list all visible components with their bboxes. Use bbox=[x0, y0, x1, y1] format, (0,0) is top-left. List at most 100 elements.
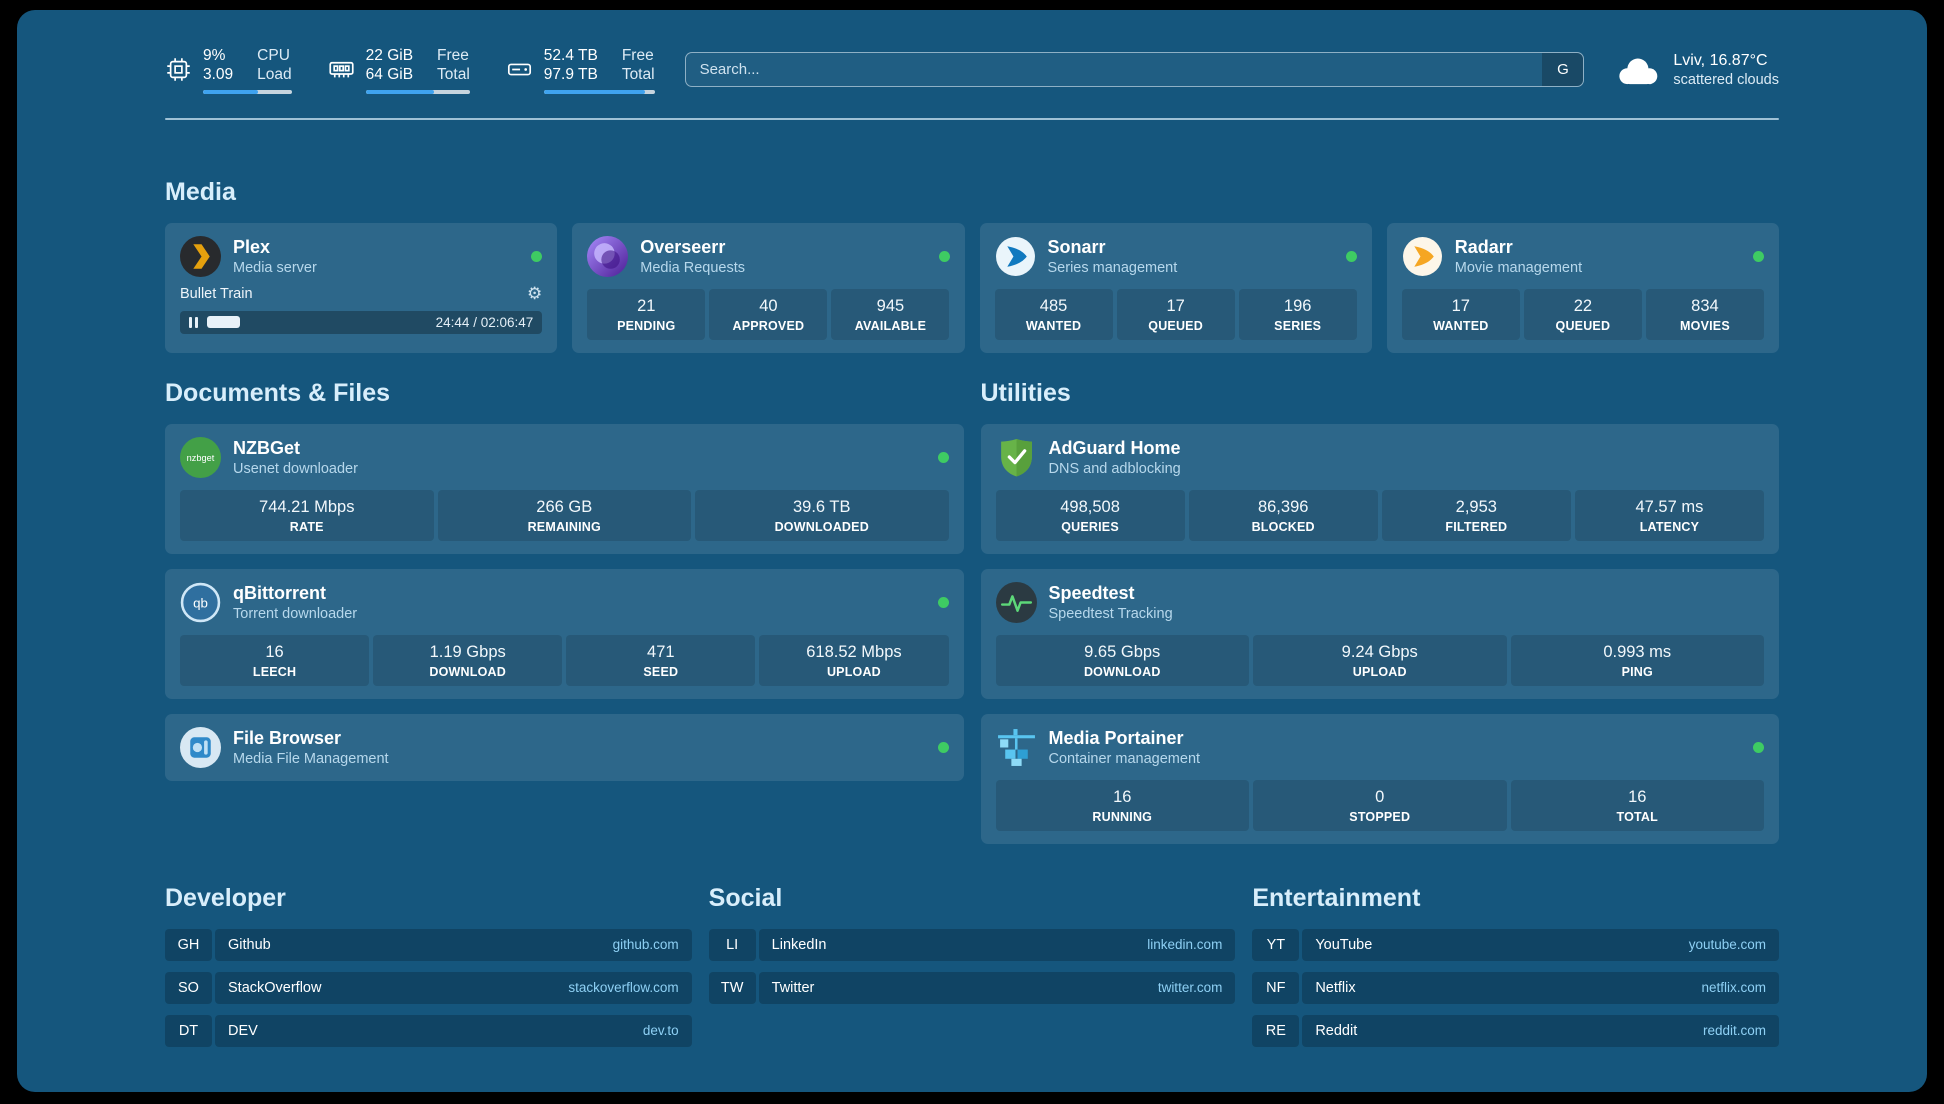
app-name: Sonarr bbox=[1047, 236, 1106, 257]
app-subtitle: DNS and adblocking bbox=[1048, 460, 1181, 477]
stat-value: 945 bbox=[876, 296, 905, 315]
bookmark-reddit[interactable]: RE Reddit reddit.com bbox=[1252, 1014, 1779, 1047]
stat-wanted: 485 WANTED bbox=[994, 288, 1113, 340]
stat-label: UPLOAD bbox=[826, 664, 881, 679]
bookmark-url: reddit.com bbox=[1702, 1023, 1766, 1039]
bookmark-abbr: RE bbox=[1252, 1014, 1300, 1047]
media-grid: Plex Media server Bullet Train ⚙ bbox=[165, 222, 1779, 353]
app-name: Overseerr bbox=[640, 236, 726, 257]
nzbget-header: nzbget NZBGet Usenet downloader bbox=[180, 436, 949, 478]
app-subtitle: Media Requests bbox=[640, 259, 746, 276]
bookmark-url: linkedin.com bbox=[1147, 937, 1223, 953]
bookmark-dev[interactable]: DT DEV dev.to bbox=[165, 1014, 692, 1047]
app-card-portainer[interactable]: Media Portainer Container management 16 … bbox=[980, 713, 1779, 844]
nzbget-stats: 744.21 Mbps RATE 266 GB REMAINING 39.6 T… bbox=[180, 489, 949, 541]
speedtest-icon bbox=[995, 581, 1037, 623]
stat-value: 16 bbox=[265, 642, 284, 661]
status-dot bbox=[938, 250, 950, 262]
stat-label: APPROVED bbox=[732, 318, 805, 333]
ram-total: 64 GiB bbox=[365, 66, 414, 84]
portainer-header: Media Portainer Container management bbox=[996, 727, 1764, 768]
search-bar: G bbox=[684, 52, 1585, 88]
section-media: Media Plex Media server bbox=[165, 178, 1779, 353]
adguard-icon bbox=[996, 437, 1037, 478]
bookmark-abbr: NF bbox=[1252, 971, 1300, 1004]
search-input[interactable] bbox=[685, 61, 1543, 79]
radarr-stats: 17 WANTED 22 QUEUED 834 MOVIES bbox=[1401, 288, 1764, 340]
stat-label: PING bbox=[1621, 664, 1653, 679]
stat-label: LEECH bbox=[252, 664, 297, 679]
now-playing-title: Bullet Train bbox=[180, 286, 253, 303]
bookmark-stackoverflow[interactable]: SO StackOverflow stackoverflow.com bbox=[165, 971, 692, 1004]
app-card-overseerr[interactable]: Overseerr Media Requests 21 PENDING 40 A… bbox=[572, 222, 965, 353]
app-card-filebrowser[interactable]: File Browser Media File Management bbox=[165, 713, 964, 781]
app-subtitle: Torrent downloader bbox=[233, 605, 358, 622]
middle-sections: Documents & Files nzbget NZBGet Usenet d… bbox=[165, 379, 1779, 844]
ram-readout: 22 GiB 64 GiB Free Total bbox=[365, 46, 470, 94]
bookmark-name: DEV bbox=[228, 1022, 258, 1039]
bookmark-youtube[interactable]: YT YouTube youtube.com bbox=[1252, 928, 1779, 961]
bookmark-abbr: LI bbox=[708, 928, 756, 961]
bookmark-abbr: GH bbox=[165, 928, 212, 961]
app-card-plex[interactable]: Plex Media server Bullet Train ⚙ bbox=[165, 222, 558, 353]
section-title-documents: Documents & Files bbox=[165, 378, 391, 407]
app-card-sonarr[interactable]: Sonarr Series management 485 WANTED 17 Q… bbox=[979, 222, 1372, 353]
app-name: qBittorrent bbox=[233, 582, 326, 603]
app-card-adguard[interactable]: AdGuard Home DNS and adblocking 498,508 … bbox=[980, 423, 1779, 554]
plex-now-playing: Bullet Train ⚙ bbox=[180, 283, 543, 304]
bookmark-github[interactable]: GH Github github.com bbox=[165, 928, 692, 961]
stat-label: QUEUED bbox=[1555, 318, 1611, 333]
bookmark-name: Reddit bbox=[1315, 1022, 1358, 1039]
filebrowser-icon bbox=[180, 726, 221, 768]
bookmark-abbr: SO bbox=[165, 971, 212, 1004]
stat-value: 2,953 bbox=[1455, 497, 1497, 516]
stat-value: 1.19 Gbps bbox=[429, 642, 506, 661]
overseerr-stats: 21 PENDING 40 APPROVED 945 AVAILABLE bbox=[587, 288, 950, 340]
stat-queued: 22 QUEUED bbox=[1523, 288, 1642, 340]
stat-label: SERIES bbox=[1274, 318, 1322, 333]
section-developer: Developer GH Github github.com SO StackO… bbox=[165, 884, 692, 1047]
section-entertainment: Entertainment YT YouTube youtube.com NF … bbox=[1252, 884, 1779, 1047]
gear-icon[interactable]: ⚙ bbox=[527, 283, 543, 304]
playback-progress[interactable] bbox=[207, 316, 427, 329]
stat-value: 471 bbox=[647, 642, 675, 661]
plex-player-bar[interactable]: 24:44 / 02:06:47 bbox=[180, 310, 543, 334]
bookmark-name: Netflix bbox=[1315, 979, 1356, 996]
disk-progressbar bbox=[543, 89, 655, 94]
sonarr-header: Sonarr Series management bbox=[995, 236, 1357, 277]
qbittorrent-icon: qb bbox=[180, 582, 221, 623]
status-dot bbox=[1345, 250, 1357, 262]
app-card-radarr[interactable]: Radarr Movie management 17 WANTED 22 QUE… bbox=[1386, 222, 1779, 353]
app-name: File Browser bbox=[233, 727, 342, 748]
app-card-speedtest[interactable]: Speedtest Speedtest Tracking 9.65 Gbps D… bbox=[980, 568, 1779, 699]
app-card-nzbget[interactable]: nzbget NZBGet Usenet downloader 744.21 M… bbox=[165, 423, 964, 554]
qbittorrent-header: qb qBittorrent Torrent downloader bbox=[180, 582, 949, 623]
stat-value: 9.24 Gbps bbox=[1341, 642, 1418, 661]
bookmark-netflix[interactable]: NF Netflix netflix.com bbox=[1252, 971, 1779, 1004]
playback-time: 24:44 / 02:06:47 bbox=[435, 314, 534, 330]
stat-value: 498,508 bbox=[1060, 497, 1120, 516]
status-dot bbox=[937, 451, 949, 463]
bookmark-linkedin[interactable]: LI LinkedIn linkedin.com bbox=[708, 928, 1236, 961]
app-card-qbittorrent[interactable]: qb qBittorrent Torrent downloader 16 bbox=[165, 568, 964, 699]
ram-monitor: 22 GiB 64 GiB Free Total bbox=[328, 46, 470, 94]
pause-icon[interactable] bbox=[189, 316, 198, 328]
stat-value: 16 bbox=[1113, 787, 1132, 806]
stat-download: 1.19 Gbps DOWNLOAD bbox=[373, 634, 563, 686]
bookmark-twitter[interactable]: TW Twitter twitter.com bbox=[708, 971, 1236, 1004]
bookmark-url: netflix.com bbox=[1701, 980, 1766, 996]
app-name: Media Portainer bbox=[1048, 727, 1184, 748]
stat-value: 17 bbox=[1451, 296, 1470, 315]
bookmark-name: Twitter bbox=[771, 979, 815, 996]
bookmark-url: stackoverflow.com bbox=[568, 980, 679, 996]
stat-downloaded: 39.6 TB DOWNLOADED bbox=[695, 489, 949, 541]
overseerr-header: Overseerr Media Requests bbox=[587, 235, 950, 277]
search-engine-button[interactable]: G bbox=[1542, 53, 1584, 87]
stat-approved: 40 APPROVED bbox=[709, 288, 828, 340]
bookmark-name: Github bbox=[228, 936, 271, 953]
bookmark-url: github.com bbox=[612, 937, 679, 953]
stat-label: REMAINING bbox=[527, 519, 601, 534]
disk-monitor: 52.4 TB 97.9 TB Free Total bbox=[506, 46, 655, 94]
speedtest-stats: 9.65 Gbps DOWNLOAD 9.24 Gbps UPLOAD 0.99… bbox=[995, 634, 1764, 686]
qbittorrent-stats: 16 LEECH 1.19 Gbps DOWNLOAD 471 SEED bbox=[180, 634, 949, 686]
